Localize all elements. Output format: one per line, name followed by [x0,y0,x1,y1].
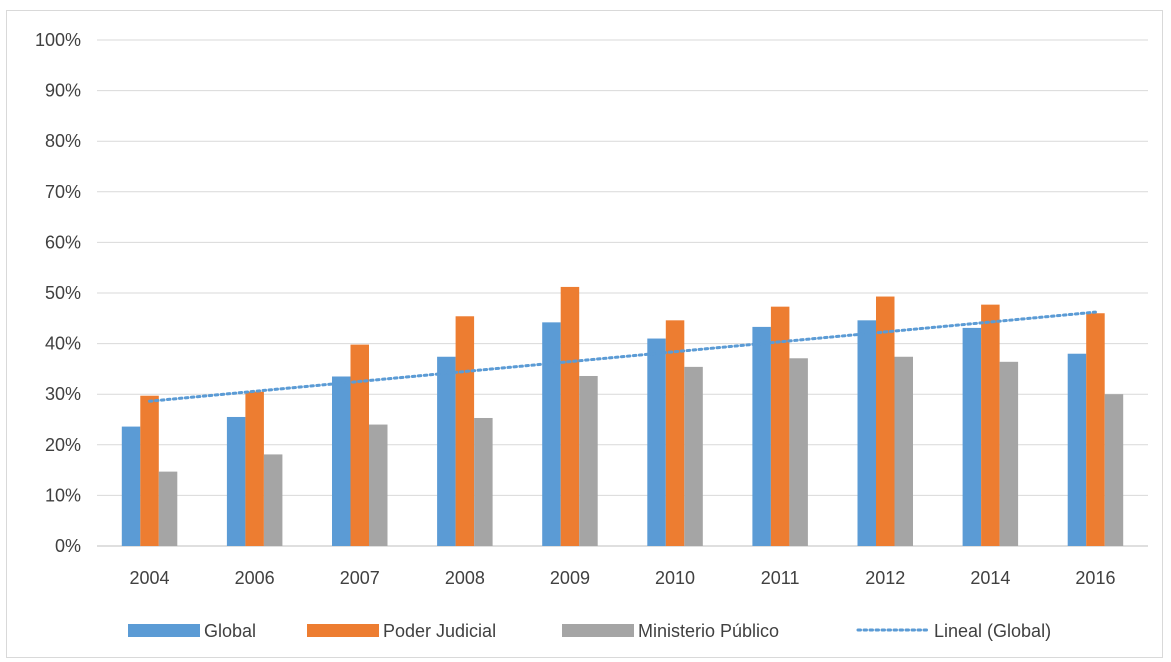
legend-item-ministerio-publico: Ministerio Público [562,621,779,641]
bar-ministerio-publico-2012 [894,356,913,546]
bar-ministerio-publico-2006 [263,454,283,546]
bar-global-2014 [962,327,982,546]
x-tick-label: 2009 [550,568,590,588]
x-tick-label: 2008 [445,568,485,588]
x-axis: 2004 2006 2007 2008 2009 2010 2011 2012 2014 2016 [130,568,1116,588]
bar-poder-judicial-2010 [665,320,685,546]
bar-poder-judicial-2006 [245,391,264,546]
y-tick-label: 90% [45,81,81,101]
legend-swatch [307,624,379,637]
x-tick-label: 2010 [655,568,695,588]
bar-ministerio-publico-2011 [789,358,808,546]
trendline-global [148,310,1097,403]
bar-ministerio-publico-2016 [1104,394,1124,546]
y-tick-label: 0% [55,536,81,556]
x-tick-label: 2014 [970,568,1010,588]
y-tick-label: 80% [45,131,81,151]
legend-label: Lineal (Global) [934,621,1051,641]
x-tick-label: 2004 [130,568,170,588]
bar-global-2004 [121,426,141,546]
bar-poder-judicial-2012 [876,296,895,546]
bar-poder-judicial-2016 [1086,313,1105,546]
legend-label: Ministerio Público [638,621,779,641]
bar-global-2012 [857,320,876,546]
bar-global-2009 [542,322,561,546]
x-tick-label: 2007 [340,568,380,588]
y-tick-label: 50% [45,283,81,303]
legend-item-lineal-global: Lineal (Global) [856,621,1051,641]
y-tick-label: 30% [45,384,81,404]
y-tick-label: 70% [45,182,81,202]
legend: Global Poder Judicial Ministerio Público Li… [128,621,1051,641]
x-tick-label: 2012 [865,568,905,588]
bar-global-2008 [437,356,456,546]
y-tick-label: 40% [45,334,81,354]
bar-global-2010 [647,338,666,546]
bar-global-2007 [332,376,351,546]
bars [121,286,1124,546]
bar-poder-judicial-2009 [560,286,580,546]
bar-poder-judicial-2014 [981,304,1000,546]
x-tick-label: 2011 [761,568,800,588]
y-tick-label: 10% [45,485,81,505]
bar-global-2011 [752,326,771,546]
legend-item-poder-judicial: Poder Judicial [307,621,496,641]
bar-ministerio-publico-2004 [158,471,178,546]
legend-label: Poder Judicial [383,621,496,641]
bar-poder-judicial-2008 [455,316,475,546]
bar-global-2006 [226,416,246,546]
bar-poder-judicial-2004 [140,395,159,546]
y-axis: 0% 10% 20% 30% 40% 50% 60% 70% 80% 90% 100% [35,30,81,556]
bar-ministerio-publico-2009 [579,375,598,546]
x-tick-label: 2016 [1075,568,1115,588]
trendline [148,310,1097,403]
bar-poder-judicial-2011 [770,306,790,546]
bar-ministerio-publico-2010 [684,366,703,546]
legend-label: Global [204,621,256,641]
legend-item-global: Global [128,621,256,641]
y-tick-label: 60% [45,232,81,252]
y-tick-label: 20% [45,435,81,455]
bar-ministerio-publico-2014 [999,361,1019,546]
bar-ministerio-publico-2008 [474,417,493,546]
bar-poder-judicial-2007 [350,344,369,546]
y-tick-label: 100% [35,30,81,50]
bar-global-2016 [1067,353,1087,546]
legend-swatch [562,624,634,637]
x-tick-label: 2006 [235,568,275,588]
legend-swatch [128,624,200,637]
bar-ministerio-publico-2007 [369,424,388,546]
